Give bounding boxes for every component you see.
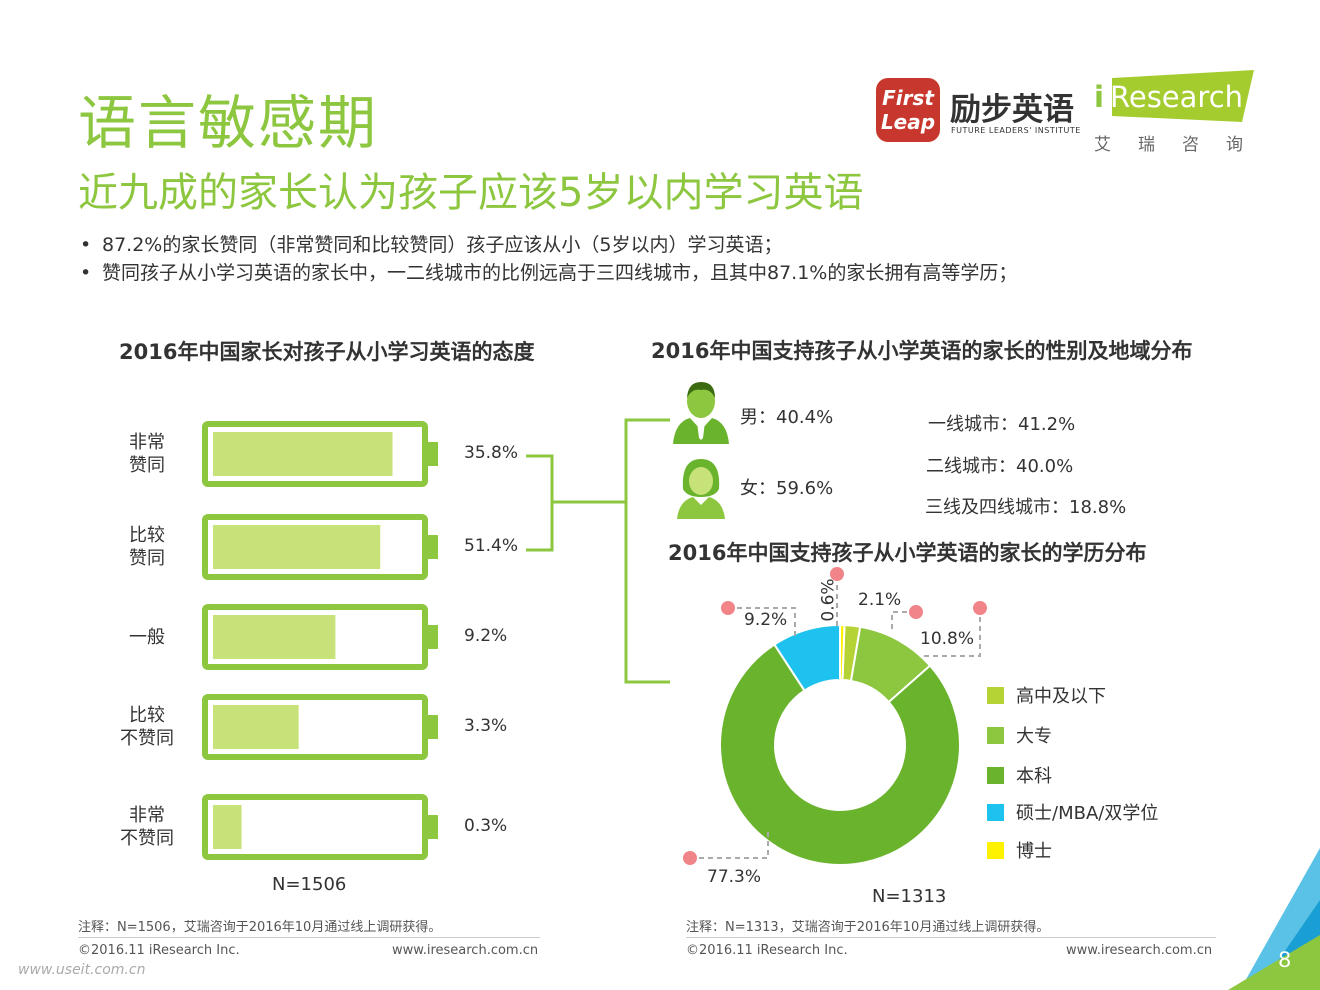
legend-item-dazhuan: 大专 [987, 722, 1158, 762]
legend-label-boshi: 博士 [1016, 841, 1052, 862]
bullet-1: • 87.2%的家长赞同（非常赞同和比较赞同）孩子应该从小（5岁以内）学习英语； [80, 234, 783, 256]
iresearch-logo-en: Research [1110, 80, 1244, 114]
donut-legend: 高中及以下 大专 本科 硕士/MBA/双学位 博士 [987, 682, 1158, 875]
page-title: 语言敏感期 [78, 89, 379, 157]
attitude-chart-title: 2016年中国家长对孩子从小学习英语的态度 [119, 340, 535, 364]
footnote-left: 注释：N=1506，艾瑞咨询于2016年10月通过线上调研获得。 [78, 920, 442, 935]
corner-decoration [1228, 848, 1320, 990]
donut-slice-benke [719, 643, 961, 866]
iresearch-logo-tag [1112, 70, 1254, 122]
legend-swatch-dazhuan [987, 727, 1004, 744]
footnote-right: 注释：N=1313，艾瑞咨询于2016年10月通过线上调研获得。 [686, 920, 1050, 935]
donut-label-gaozhong: 2.1% [858, 590, 902, 610]
battery-value-2: 9.2% [464, 626, 508, 646]
copyright-right: ©2016.11 iResearch Inc. [686, 943, 848, 958]
donut-label-benke: 77.3% [707, 867, 762, 887]
url-right[interactable]: www.iresearch.com.cn [1066, 943, 1213, 958]
legend-label-gaozhong: 高中及以下 [1016, 686, 1106, 707]
page-subtitle: 近九成的家长认为孩子应该5岁以内学习英语 [78, 170, 864, 216]
male-person-icon [673, 382, 729, 444]
battery-bar-2 [202, 604, 438, 670]
battery-bar-3 [202, 694, 438, 760]
callout-dot-dazhuan [973, 601, 987, 615]
battery-fill-4 [213, 805, 242, 849]
education-chart-title: 2016年中国支持孩子从小学英语的家长的学历分布 [668, 541, 1147, 565]
education-sample-size: N=1313 [872, 886, 947, 907]
donut-label-dazhuan: 10.8% [920, 629, 975, 649]
female-person-icon [677, 459, 725, 519]
education-donut-chart [719, 623, 961, 866]
legend-swatch-boshi [987, 842, 1004, 859]
callout-dot-boshi [830, 567, 844, 581]
region-tier1-label: 一线城市：41.2% [928, 414, 1076, 435]
legend-swatch-gaozhong [987, 687, 1004, 704]
battery-body-4 [202, 794, 428, 860]
gender-male-label: 男：40.4% [740, 407, 834, 428]
battery-value-0: 35.8% [464, 443, 519, 463]
battery-fill-3 [213, 705, 299, 749]
donut-label-shuoshi: 9.2% [744, 610, 788, 630]
page-number: 8 [1278, 948, 1292, 972]
battery-cap-2 [428, 625, 438, 649]
legend-item-benke: 本科 [987, 762, 1158, 799]
battery-value-4: 0.3% [464, 816, 508, 836]
battery-label-1: 比较 赞同 [129, 525, 165, 569]
legend-swatch-benke [987, 767, 1004, 784]
legend-label-benke: 本科 [1016, 766, 1052, 787]
battery-fill-0 [213, 432, 393, 476]
legend-label-dazhuan: 大专 [1016, 726, 1052, 747]
footer-divider-right [686, 937, 1216, 938]
bullet-2: • 赞同孩子从小学习英语的家长中，一二线城市的比例远高于三四线城市，且其中87.1… [80, 262, 1018, 284]
callout-dot-benke [683, 851, 697, 865]
footer-divider-left [78, 937, 540, 938]
battery-label-0: 非常 赞同 [129, 432, 165, 476]
battery-fill-2 [213, 615, 336, 659]
donut-label-boshi: 0.6% [818, 578, 839, 622]
battery-label-4: 非常 不赞同 [120, 805, 174, 849]
firstleap-logo-en: FUTURE LEADERS' INSTITUTE [951, 126, 1081, 135]
bullet-2-text: 赞同孩子从小学习英语的家长中，一二线城市的比例远高于三四线城市，且其中87.1%… [102, 262, 1018, 284]
gender-female-label: 女：59.6% [740, 478, 834, 499]
battery-cap-4 [428, 815, 438, 839]
battery-cap-3 [428, 715, 438, 739]
battery-fill-1 [213, 525, 381, 569]
copyright-left: ©2016.11 iResearch Inc. [78, 943, 240, 958]
callout-dot-gaozhong [909, 605, 923, 619]
legend-swatch-shuoshi [987, 804, 1004, 821]
battery-label-3: 比较 不赞同 [120, 705, 174, 749]
donut-callout-lines [683, 567, 987, 865]
callout-dots [683, 567, 987, 865]
attitude-sample-size: N=1506 [272, 874, 347, 895]
region-tier34-label: 三线及四线城市：18.8% [925, 497, 1127, 518]
battery-value-1: 51.4% [464, 536, 519, 556]
url-left[interactable]: www.iresearch.com.cn [392, 943, 539, 958]
legend-item-gaozhong: 高中及以下 [987, 682, 1158, 722]
legend-label-shuoshi: 硕士/MBA/双学位 [1016, 803, 1159, 824]
firstleap-logo-icon: First Leap [876, 78, 940, 142]
donut-slice-boshi [839, 623, 846, 682]
gender-region-title: 2016年中国支持孩子从小学英语的家长的性别及地域分布 [651, 339, 1193, 363]
battery-bar-0 [202, 421, 438, 487]
firstleap-logo-cn: 励步英语 [950, 92, 1074, 128]
battery-value-3: 3.3% [464, 716, 508, 736]
connector-lines [526, 418, 670, 684]
battery-bar-4 [202, 794, 438, 860]
legend-item-boshi: 博士 [987, 837, 1158, 875]
callout-dot-shuoshi [721, 601, 735, 615]
iresearch-logo-cn: 艾瑞咨询 [1094, 135, 1270, 155]
region-tier2-label: 二线城市：40.0% [926, 456, 1074, 477]
battery-cap-1 [428, 535, 438, 559]
legend-item-shuoshi: 硕士/MBA/双学位 [987, 799, 1158, 837]
battery-cap-0 [428, 442, 438, 466]
battery-label-2: 一般 [129, 626, 165, 648]
bullet-1-text: 87.2%的家长赞同（非常赞同和比较赞同）孩子应该从小（5岁以内）学习英语； [102, 234, 783, 256]
battery-bar-1 [202, 514, 438, 580]
watermark: www.useit.com.cn [18, 962, 146, 978]
iresearch-logo-i: i [1094, 80, 1104, 114]
firstleap-logo-text: First Leap [880, 86, 936, 134]
